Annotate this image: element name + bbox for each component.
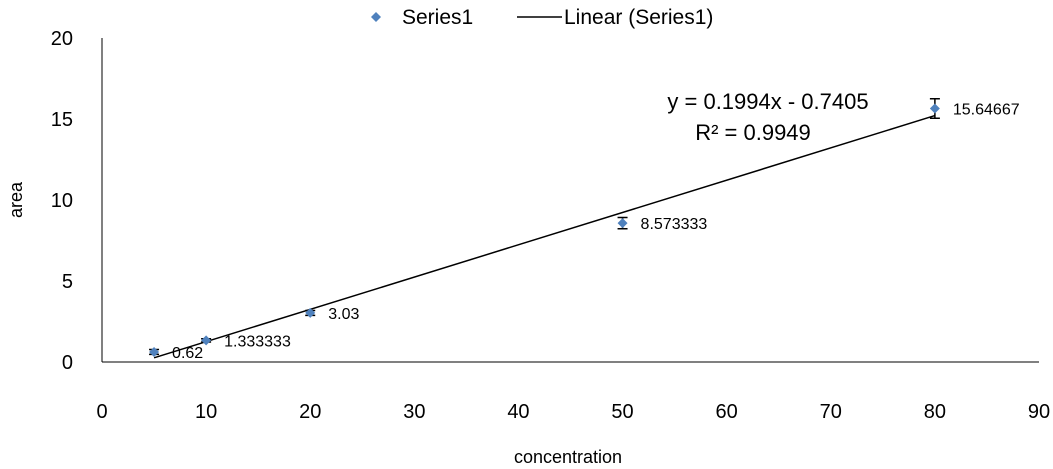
trendline-r-squared: R² = 0.9949 <box>695 120 811 145</box>
data-label: 15.64667 <box>953 102 1020 119</box>
x-tick-label: 50 <box>611 401 633 423</box>
x-tick-label: 60 <box>716 401 738 423</box>
legend-trendline-label: Linear (Series1) <box>564 6 713 29</box>
x-tick-label: 80 <box>924 401 946 423</box>
legend-series-label: Series1 <box>402 6 473 29</box>
x-tick-label: 0 <box>96 401 107 423</box>
data-point <box>305 307 316 318</box>
y-tick-label: 10 <box>51 190 73 212</box>
data-point <box>617 218 628 229</box>
data-label: 8.573333 <box>641 216 708 233</box>
x-tick-label: 90 <box>1028 401 1050 423</box>
data-points: 0.62 1.333333 3.03 8.573333 15.64667 <box>149 98 1020 362</box>
x-tick-label: 70 <box>820 401 842 423</box>
legend: Series1 Linear (Series1) <box>371 6 713 29</box>
y-tick-label: 5 <box>62 271 73 293</box>
trendline <box>153 114 936 359</box>
y-axis-ticks: 0 5 10 15 20 <box>51 28 73 374</box>
y-tick-label: 20 <box>51 28 73 50</box>
x-tick-label: 10 <box>195 401 217 423</box>
data-point <box>149 346 160 357</box>
data-label: 0.62 <box>172 345 203 362</box>
x-axis-ticks: 0 10 20 30 40 50 60 70 80 90 <box>96 401 1050 423</box>
legend-series-marker <box>371 12 381 22</box>
trendline-equation: y = 0.1994x - 0.7405 <box>667 89 868 114</box>
x-tick-label: 20 <box>299 401 321 423</box>
data-point <box>201 335 212 346</box>
y-tick-label: 0 <box>62 352 73 374</box>
y-tick-label: 15 <box>51 109 73 131</box>
data-point <box>929 103 940 114</box>
x-tick-label: 30 <box>403 401 425 423</box>
x-tick-label: 40 <box>507 401 529 423</box>
data-label: 3.03 <box>328 306 359 323</box>
x-axis-title: concentration <box>514 447 622 467</box>
data-label: 1.333333 <box>224 333 291 350</box>
y-axis-title: area <box>6 181 26 218</box>
